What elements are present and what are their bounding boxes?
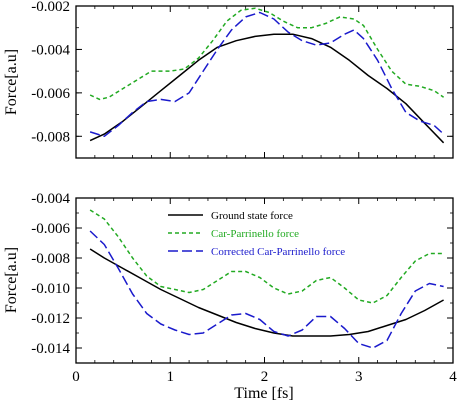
top-axis-ticks: -0.008 -0.006 -0.004 -0.002	[31, 0, 454, 159]
bottom-ytick-label: -0.004	[31, 191, 70, 207]
top-ytick-label: -0.008	[31, 129, 70, 145]
bottom-ytick-label: -0.012	[31, 311, 70, 327]
bottom-ytick-label: -0.008	[31, 251, 70, 267]
bottom-series-corr	[89, 230, 444, 349]
bottom-series-group	[89, 209, 444, 349]
top-y-axis-label: Force[a.u]	[3, 49, 20, 115]
bottom-y-axis-label: Force[a.u]	[3, 247, 20, 313]
legend-label-corrected: Corrected Car-Parrinello force	[211, 246, 345, 258]
legend-label-cp: Car-Parrinello force	[211, 228, 299, 240]
legend: Ground state force Car-Parrinello force …	[168, 210, 345, 258]
bottom-ytick-label: -0.014	[31, 341, 70, 357]
bottom-ytick-label: -0.006	[31, 221, 70, 237]
xtick-label: 4	[449, 369, 457, 385]
bottom-series-cp	[89, 209, 444, 304]
top-series-cp	[89, 7, 445, 101]
bottom-series-ground	[89, 248, 444, 337]
top-panel: -0.008 -0.006 -0.004 -0.002 Force[a.u]	[3, 0, 454, 159]
top-ytick-label: -0.004	[31, 42, 70, 58]
top-plot-frame	[75, 5, 454, 159]
bottom-axis-ticks: -0.014 -0.012 -0.010 -0.008 -0.006 -0.004 0 1 2 3…	[31, 191, 457, 385]
xtick-label: 0	[72, 369, 80, 385]
bottom-ytick-label: -0.010	[31, 281, 70, 297]
xtick-label: 2	[261, 369, 269, 385]
top-ytick-label: -0.002	[31, 0, 70, 15]
top-series-corr	[89, 11, 445, 138]
xtick-label: 3	[355, 369, 363, 385]
legend-label-ground: Ground state force	[211, 210, 293, 222]
xtick-label: 1	[167, 369, 175, 385]
top-series-group	[89, 7, 445, 144]
bottom-panel: -0.014 -0.012 -0.010 -0.008 -0.006 -0.004 0 1 2 3…	[3, 191, 457, 402]
x-axis-label: Time [fs]	[234, 385, 293, 402]
top-ytick-label: -0.006	[31, 86, 70, 102]
top-series-ground	[89, 33, 445, 144]
